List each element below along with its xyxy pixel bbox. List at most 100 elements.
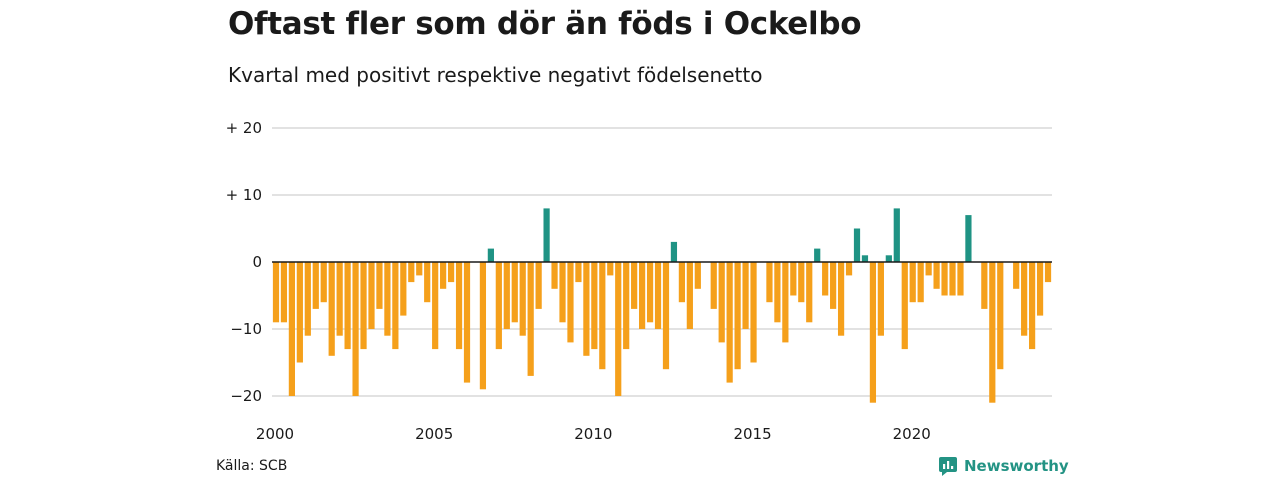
bar <box>1021 262 1028 336</box>
bar <box>615 262 622 396</box>
y-tick-label: 0 <box>252 253 262 271</box>
bar <box>344 262 351 350</box>
bars <box>272 208 1052 403</box>
bar <box>909 262 916 303</box>
bar <box>1029 262 1036 350</box>
bar <box>965 215 972 262</box>
bar <box>718 262 725 343</box>
bar <box>774 262 781 323</box>
bar <box>272 262 280 323</box>
bar <box>559 262 566 323</box>
y-tick-label: + 20 <box>226 119 262 137</box>
bar <box>583 262 590 356</box>
bar <box>686 262 693 329</box>
bar <box>949 262 956 296</box>
bar <box>885 255 892 262</box>
x-tick-label: 2005 <box>415 425 453 443</box>
y-tick-label: −20 <box>230 387 262 405</box>
x-tick-label: 2010 <box>574 425 612 443</box>
bar <box>392 262 399 350</box>
bar <box>535 262 542 309</box>
gridlines <box>272 127 1052 397</box>
bar <box>822 262 829 296</box>
bar <box>607 262 614 276</box>
brand-name: Newsworthy <box>964 457 1069 475</box>
x-tick-label: 2020 <box>893 425 931 443</box>
bar <box>654 262 662 329</box>
bar <box>288 262 295 396</box>
bar <box>511 262 518 323</box>
bar <box>384 262 391 336</box>
bar <box>503 262 510 329</box>
bar <box>408 262 415 283</box>
bar <box>782 262 789 343</box>
bar <box>646 262 654 323</box>
bar <box>830 262 837 309</box>
x-tick-label: 2000 <box>256 425 294 443</box>
bar <box>941 262 948 296</box>
bar <box>853 228 861 262</box>
bar <box>726 262 733 383</box>
bar <box>599 262 606 370</box>
bar <box>639 262 646 329</box>
bar <box>424 262 431 303</box>
bar <box>440 262 447 289</box>
bar <box>814 248 821 262</box>
bar <box>662 262 670 370</box>
bar <box>296 262 303 363</box>
bar <box>543 208 550 262</box>
bar <box>766 262 773 303</box>
bar <box>336 262 343 336</box>
bar <box>734 262 741 370</box>
chart-subtitle: Kvartal med positivt respektive negativt… <box>228 63 763 87</box>
bar-chart: + 20 + 10 0 −10 −20 2000 2005 2010 2015 2020 <box>226 119 1052 443</box>
bar <box>893 208 900 262</box>
bar <box>416 262 423 276</box>
bar <box>376 262 383 309</box>
bar <box>519 262 526 336</box>
bar <box>869 262 877 403</box>
bar <box>1013 262 1020 289</box>
bar <box>447 262 455 283</box>
y-tick-label: + 10 <box>226 186 262 204</box>
x-tick-label: 2015 <box>733 425 771 443</box>
bar <box>790 262 797 296</box>
bar <box>798 262 805 303</box>
bar <box>320 262 327 303</box>
newsworthy-logo-icon <box>939 457 957 476</box>
bar <box>352 262 359 396</box>
bar <box>925 262 932 276</box>
bar <box>694 262 701 289</box>
bar <box>368 262 375 329</box>
bar <box>837 262 845 336</box>
bar <box>1044 262 1052 283</box>
bar <box>280 262 288 323</box>
bar <box>933 262 940 289</box>
bar <box>957 262 964 296</box>
brand-logo[interactable]: Newsworthy <box>938 456 1069 476</box>
bar <box>591 262 598 350</box>
bar <box>861 255 869 262</box>
bar <box>328 262 335 356</box>
bar <box>623 262 630 350</box>
chart-title: Oftast fler som dör än föds i Ockelbo <box>228 6 862 42</box>
bar <box>806 262 813 323</box>
bar <box>678 262 685 303</box>
bar <box>750 262 757 363</box>
axes: + 20 + 10 0 −10 −20 2000 2005 2010 2015 2020 <box>226 119 1052 443</box>
bar <box>551 262 558 289</box>
bar <box>710 262 717 309</box>
bar <box>455 262 463 350</box>
bar <box>997 262 1004 370</box>
bar <box>495 262 502 350</box>
bar <box>487 248 494 262</box>
bar <box>575 262 582 283</box>
bar <box>527 262 534 376</box>
bar <box>304 262 311 336</box>
bar <box>845 262 853 276</box>
y-tick-label: −10 <box>230 320 262 338</box>
bar <box>567 262 574 343</box>
bar <box>989 262 996 403</box>
bar <box>917 262 924 303</box>
source-note: Källa: SCB <box>216 458 288 474</box>
